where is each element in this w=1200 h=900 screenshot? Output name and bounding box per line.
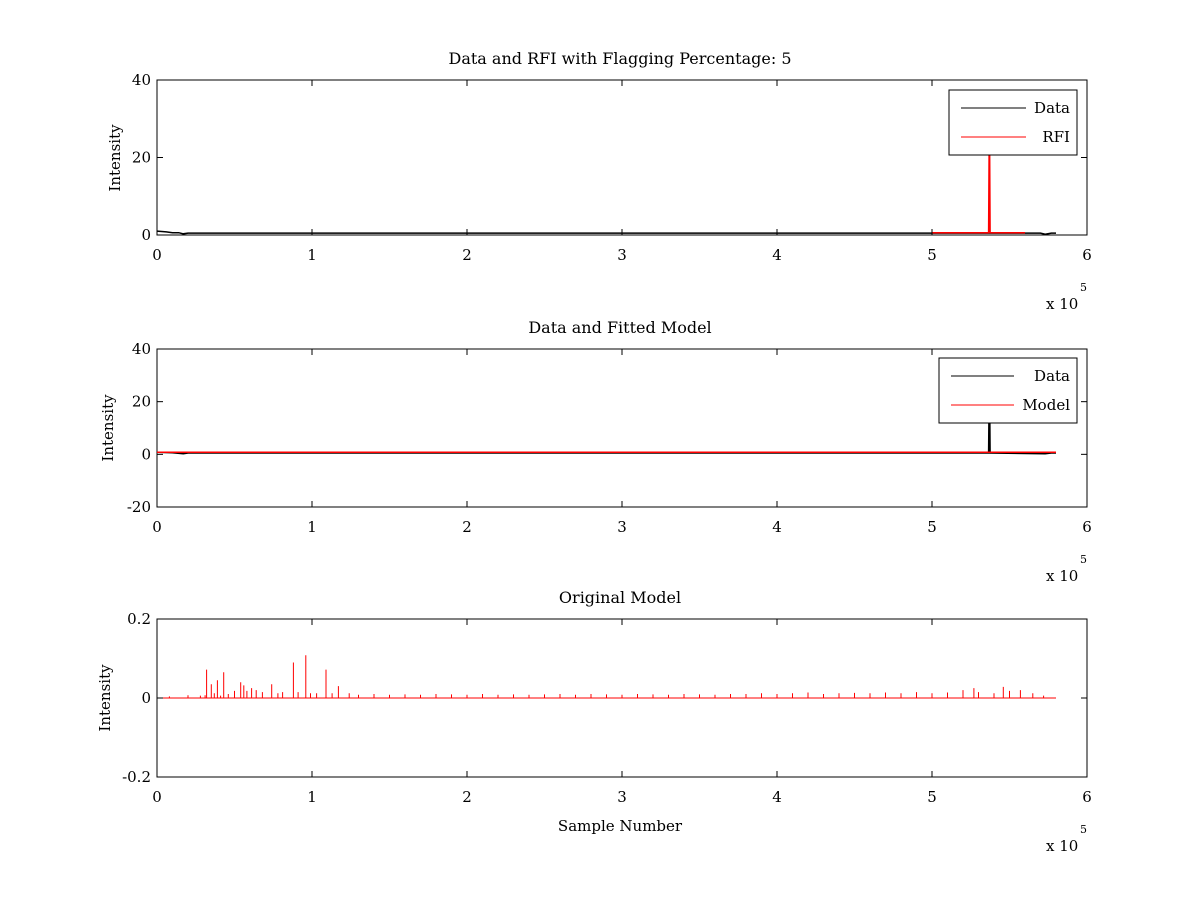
- x-tick-label: 6: [1082, 518, 1092, 536]
- x-tick-label: 6: [1082, 788, 1092, 806]
- subplot-original-model: Original Model Intensity Sample Number 0…: [96, 588, 1092, 855]
- y-tick-label: 20: [132, 149, 151, 167]
- x-axis-multiplier: x 10: [1046, 295, 1078, 313]
- x-tick-label: 2: [462, 788, 472, 806]
- y-tick-label: 20: [132, 393, 151, 411]
- subplot-title: Data and Fitted Model: [528, 318, 711, 337]
- legend-box: [938, 357, 1078, 424]
- x-axis-label: Sample Number: [558, 817, 683, 835]
- x-axis-multiplier: x 10: [1046, 567, 1078, 585]
- x-tick-label: 5: [927, 788, 937, 806]
- legend-label-rfi: RFI: [1042, 128, 1070, 146]
- x-tick-label: 5: [927, 246, 937, 264]
- y-tick-label: 40: [132, 71, 151, 89]
- x-tick-label: 3: [617, 246, 627, 264]
- x-tick-label: 5: [927, 518, 937, 536]
- y-tick-label: 0: [141, 226, 151, 244]
- plot-area: [156, 348, 1088, 508]
- x-tick-label: 4: [772, 788, 782, 806]
- subplot-title: Data and RFI with Flagging Percentage: 5: [448, 49, 791, 68]
- x-tick-label: 0: [152, 788, 162, 806]
- x-tick-label: 1: [307, 788, 317, 806]
- y-tick-label: 0: [141, 689, 151, 707]
- x-tick-label: 4: [772, 246, 782, 264]
- y-tick-label: -20: [127, 498, 151, 516]
- x-axis-multiplier: x 10: [1046, 837, 1078, 855]
- y-tick-label: 0.2: [127, 610, 151, 628]
- x-axis-multiplier-exponent: 5: [1080, 823, 1087, 836]
- y-axis-label: Intensity: [99, 394, 117, 462]
- x-tick-label: 0: [152, 518, 162, 536]
- x-tick-label: 1: [307, 246, 317, 264]
- legend: Data RFI: [948, 89, 1078, 156]
- y-tick-label: 40: [132, 340, 151, 358]
- x-tick-label: 0: [152, 246, 162, 264]
- y-axis-label: Intensity: [96, 664, 114, 732]
- legend-label-data: Data: [1034, 99, 1070, 117]
- x-axis-multiplier-exponent: 5: [1080, 553, 1087, 566]
- legend-label-data: Data: [1034, 367, 1070, 385]
- x-tick-label: 3: [617, 788, 627, 806]
- legend-box: [948, 89, 1078, 156]
- subplot-title: Original Model: [559, 588, 681, 607]
- y-tick-label: 0: [141, 445, 151, 463]
- x-axis-multiplier-exponent: 5: [1080, 281, 1087, 294]
- x-tick-label: 6: [1082, 246, 1092, 264]
- series-line-model: [157, 655, 1056, 699]
- legend-label-model: Model: [1022, 396, 1070, 414]
- subplot-data-model: Data and Fitted Model Intensity 0 1 2 3 4 5 6 -…: [99, 318, 1092, 585]
- x-tick-label: 4: [772, 518, 782, 536]
- x-tick-label: 2: [462, 246, 472, 264]
- y-tick-label: -0.2: [122, 768, 151, 786]
- x-tick-label: 1: [307, 518, 317, 536]
- subplot-data-rfi: Data and RFI with Flagging Percentage: 5…: [106, 49, 1092, 313]
- x-tick-label: 3: [617, 518, 627, 536]
- legend: Data Model: [938, 357, 1078, 424]
- y-axis-label: Intensity: [106, 124, 124, 192]
- plot-area: [156, 79, 1088, 236]
- x-tick-label: 2: [462, 518, 472, 536]
